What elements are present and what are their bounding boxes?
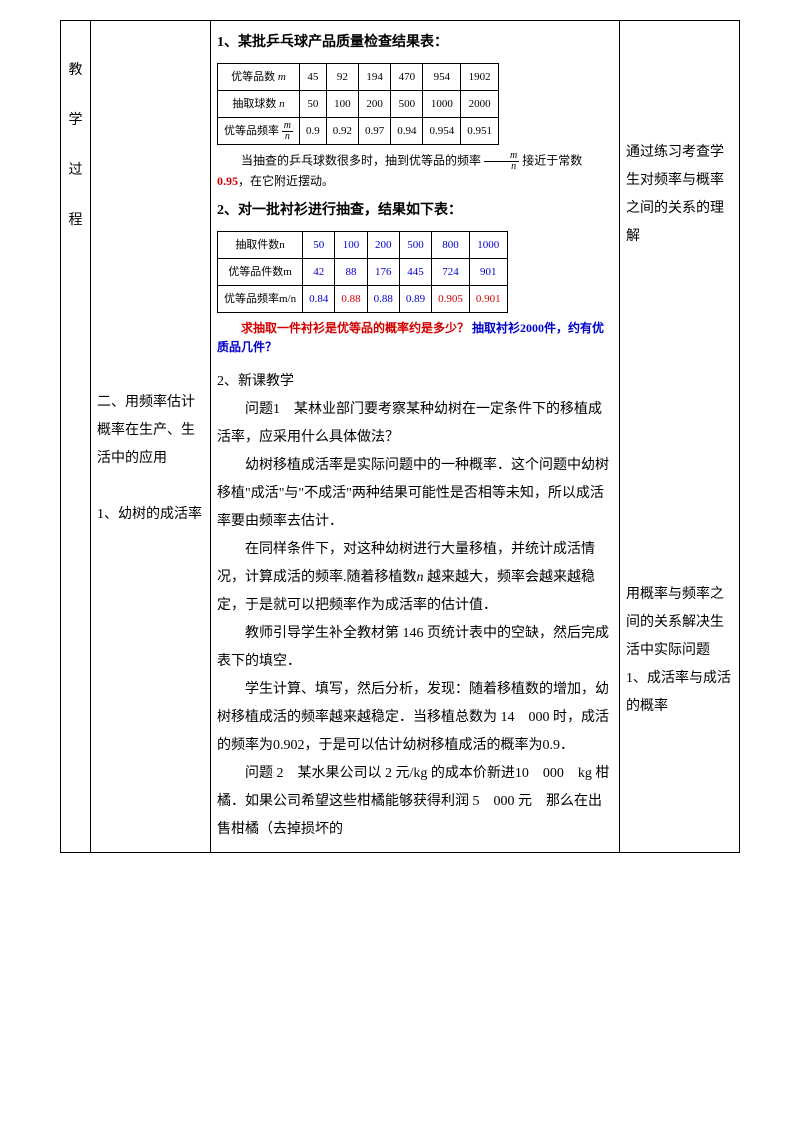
para: 学生计算、填写，然后分析，发现：随着移植数的增加，幼树移植成活的频率越来越稳定．… <box>217 676 613 760</box>
para: 教师引导学生补全教材第 146 页统计表中的空缺，然后完成表下的填空． <box>217 620 613 676</box>
notes-cell: 通过练习考查学生对频率与概率之间的关系的理解 用概率与频率之间的关系解决生活中实… <box>620 21 740 853</box>
lesson-plan-table: 教 学 过 程 二、用频率估计概率在生产、生活中的应用 1、幼树的成活率 1、某… <box>60 20 740 853</box>
teaching-note: 用概率与频率之间的关系解决生活中实际问题 <box>626 581 733 665</box>
problem-1: 问题1 某林业部门要考察某种幼树在一定条件下的移植成活率，应采用什么具体做法？ <box>217 396 613 452</box>
outline-item: 1、幼树的成活率 <box>97 501 204 529</box>
outline-section: 二、用频率估计概率在生产、生活中的应用 <box>97 389 204 473</box>
teaching-note: 1、成活率与成活的概率 <box>626 665 733 721</box>
pingpong-caption: 当抽查的乒乓球数很多时，抽到优等品的频率 mn 接近于常数 0.95，在它附近摆… <box>217 151 613 191</box>
row-label-cell: 教 学 过 程 <box>61 21 91 853</box>
label-char: 教 <box>67 59 84 79</box>
th: 优等品数 m <box>218 64 300 91</box>
pingpong-table: 优等品数 m 45921944709541902 抽取球数 n 50100200… <box>217 63 499 145</box>
shirt-question: 求抽取一件衬衫是优等品的概率约是多少？ 抽取衬衫2000件，约有优质品几件？ <box>217 319 613 357</box>
problem-2: 问题 2 某水果公司以 2 元/kg 的成本价新进10 000 kg 柑橘．如果… <box>217 760 613 844</box>
th: 优等品频率 mn <box>218 118 300 145</box>
content-cell: 1、某批乒乓球产品质量检查结果表： 优等品数 m 459219447095419… <box>211 21 620 853</box>
shirt-table: 抽取件数n 501002005008001000 优等品件数m 42881764… <box>217 231 508 313</box>
label-char: 学 <box>67 109 84 129</box>
teaching-note: 通过练习考查学生对频率与概率之间的关系的理解 <box>626 139 733 251</box>
th: 优等品件数m <box>218 259 303 286</box>
label-char: 过 <box>67 159 84 179</box>
outline-cell: 二、用频率估计概率在生产、生活中的应用 1、幼树的成活率 <box>91 21 211 853</box>
section-heading: 2、新课教学 <box>217 368 613 396</box>
th: 抽取件数n <box>218 232 303 259</box>
shirt-title: 2、对一批衬衫进行抽查，结果如下表： <box>217 197 613 225</box>
para: 在同样条件下，对这种幼树进行大量移植，并统计成活情况，计算成活的频率.随着移植数… <box>217 536 613 620</box>
pingpong-title: 1、某批乒乓球产品质量检查结果表： <box>217 29 613 57</box>
th: 优等品频率m/n <box>218 286 303 313</box>
label-char: 程 <box>67 209 84 229</box>
para: 幼树移植成活率是实际问题中的一种概率．这个问题中幼树移植"成活"与"不成活"两种… <box>217 452 613 536</box>
th: 抽取球数 n <box>218 91 300 118</box>
